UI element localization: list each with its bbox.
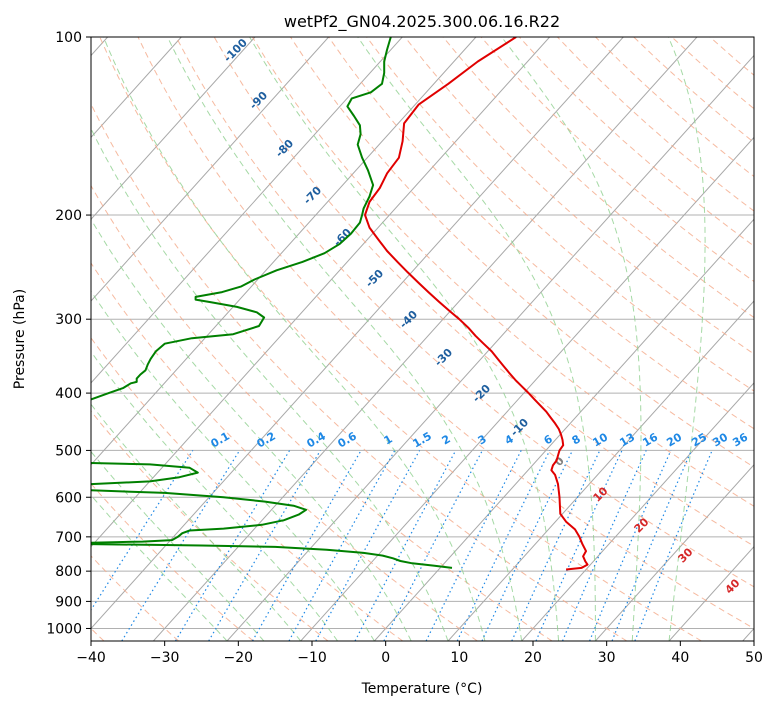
dry-adiabat-line (137, 37, 754, 630)
x-tick-label: −10 (297, 650, 327, 666)
dry-adiabat-line (366, 37, 754, 392)
mixing-ratio-line (121, 450, 241, 641)
mixing-ratio-line (511, 450, 601, 641)
moist-adiabat-line (167, 37, 523, 641)
moist-adiabat-line (91, 403, 302, 641)
y-tick-label: 200 (55, 208, 82, 224)
y-tick-label: 800 (55, 564, 82, 580)
dry-adiabat-line (91, 555, 179, 641)
isotherm-line (91, 37, 477, 466)
x-tick-label: 0 (381, 650, 390, 666)
y-tick-label: 400 (55, 386, 82, 402)
x-tick-label: 10 (450, 650, 468, 666)
moist-adiabat-line (667, 37, 706, 641)
dewpoint_lower-profile-line (91, 462, 199, 486)
dewpoint-profile-line (91, 37, 392, 401)
plot-frame (90, 36, 755, 642)
dry-adiabat-line (91, 184, 553, 641)
y-tick-label: 700 (55, 530, 82, 546)
mixing-ratio-line (481, 450, 574, 641)
isotherm-line (226, 54, 754, 641)
dry-adiabat-line (91, 410, 329, 641)
mixing-ratio-line (634, 450, 713, 641)
y-tick-label: 1000 (46, 621, 82, 637)
y-tick-label: 500 (55, 443, 82, 459)
moist-adiabat-line (501, 37, 642, 641)
x-tick-label: −40 (76, 650, 106, 666)
mixing-ratio-line (208, 450, 321, 641)
y-tick-label: 900 (55, 594, 82, 610)
dry-adiabat-line (91, 337, 403, 641)
temperature-profile-line (364, 37, 589, 571)
dry-adiabat-line (480, 37, 754, 283)
dry-adiabat-line (404, 37, 754, 355)
moist-adiabat-line (91, 450, 265, 641)
mixing-ratio-line (315, 450, 421, 641)
x-tick-label: 50 (745, 650, 763, 666)
pressure-grid (91, 36, 754, 629)
dry-adiabat-line (99, 37, 702, 641)
y-axis-title: Pressure (hPa) (12, 289, 28, 389)
y-tick-label: 600 (55, 490, 82, 506)
mixing-ratio-line (425, 450, 522, 641)
y-tick-label: 300 (55, 312, 82, 328)
background-lines (91, 37, 754, 641)
moist-adiabat-line (249, 37, 560, 641)
chart-title: wetPf2_GN04.2025.300.06.16.R22 (284, 12, 560, 32)
x-axis-ticks: −40 −30 −20 −10 0 10 20 30 40 50 (76, 641, 763, 666)
x-tick-label: 30 (598, 650, 616, 666)
isotherm-line (91, 37, 551, 548)
isotherm-line (91, 37, 403, 384)
profile-lines (91, 37, 589, 571)
moist-adiabat-line (91, 290, 375, 641)
moist-adiabat-line (91, 127, 449, 641)
isotherm-line (447, 300, 754, 641)
isotherm-line (521, 382, 754, 641)
dry-adiabat-line (91, 482, 254, 641)
x-axis-title: Temperature (°C) (361, 681, 483, 697)
mixing-ratio-line (174, 450, 291, 641)
isotherm-line (153, 37, 698, 641)
dewpoint_surface-profile-line (91, 543, 453, 569)
isotherm-line (91, 37, 256, 220)
isotherm-line (91, 37, 330, 302)
x-tick-label: −30 (150, 650, 180, 666)
dry-adiabat-line (442, 37, 754, 319)
y-axis-ticks: 100 200 300 400 500 600 700 800 900 1000 (46, 30, 91, 637)
moist-adiabat-line (91, 350, 338, 641)
dry-adiabat-line (91, 262, 478, 641)
isotherm-line (595, 464, 754, 641)
mixing-ratio-line (456, 450, 551, 641)
y-tick-label: 100 (55, 30, 82, 46)
dewpoint_lowest-profile-line (91, 489, 308, 544)
x-tick-label: −20 (224, 650, 254, 666)
isotherm-line (374, 218, 754, 641)
moist-adiabat-line (357, 37, 596, 641)
x-tick-label: 20 (524, 650, 542, 666)
x-tick-label: 40 (671, 650, 689, 666)
